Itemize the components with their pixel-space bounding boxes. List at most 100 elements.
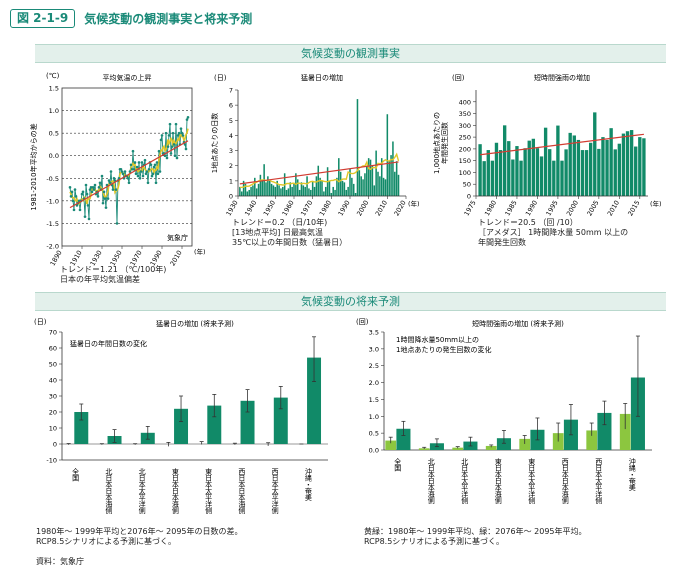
data-bar [377,171,379,196]
data-point [153,163,157,167]
data-point [141,174,145,178]
data-bar [593,112,597,196]
data-point [126,176,130,180]
data-point [181,134,185,137]
data-bar [250,186,252,196]
data-bar [323,191,325,196]
data-bar [597,412,612,450]
y-tick-label: -2.0 [46,243,59,251]
data-bar [307,357,322,444]
x-tick-label: 1975 [463,199,478,217]
heavy-rain-projection-chart: (回) 短時間強雨の増加 (将来予測) 0.0 0.5 1.0 1.5 2.0 2.5 3.0 3… [356,318,652,504]
data-point [111,188,115,191]
x-tick-label: 2020 [393,199,408,217]
data-point [131,149,135,153]
data-bar [298,189,301,196]
data-point [184,147,188,151]
data-point [96,195,100,198]
data-bar [382,177,385,196]
x-tick-label: 1940 [243,199,258,217]
y-tick-label: 4 [229,132,233,140]
data-point [183,143,187,146]
hotdays-stations-note: [13地点平均] 日最高気温 [232,228,323,237]
data-bar [310,189,312,196]
figure-number-badge: 図 2-1-9 [10,8,76,28]
y-tick-label: 50 [49,361,57,369]
data-bar [276,180,278,196]
data-bar [302,185,305,196]
data-bar [523,148,527,196]
data-point [163,154,167,158]
temp-trend-note: トレンド＝1.21 （℃/100年) [60,265,167,274]
data-bar [240,400,255,444]
data-point [147,167,151,171]
data-bar [273,397,288,444]
trend-line [69,140,189,209]
x-tick-label: 1950 [262,199,277,217]
trend-line [239,161,399,185]
data-bar [354,192,357,196]
data-point [136,174,140,178]
rain-desc1-note: ［アメダス］ 1時間降水量 50mm 以上の [478,228,629,237]
data-bar [343,182,346,196]
data-point [174,122,178,126]
data-bar [280,188,282,196]
y-tick-label: 400 [459,98,471,106]
data-bar [364,173,366,196]
y-tick-label: 0.0 [49,152,59,160]
y-tick-label: 10 [49,425,57,433]
data-bar [380,158,383,196]
data-bar [564,149,568,196]
x-tick-label: 2000 [355,199,370,217]
data-bar [242,180,245,196]
y-tick-label: 100 [459,169,471,177]
y-tick-label: -10 [46,457,57,465]
data-bar [330,192,333,196]
data-point [154,181,158,185]
data-bar [268,180,271,196]
data-point [130,167,134,171]
data-point [143,158,147,162]
data-bar [261,180,264,196]
data-point [151,172,155,176]
data-bar [174,408,189,444]
data-bar [308,188,310,196]
y-tick-label: 1.5 [49,85,59,93]
data-bar [619,413,631,450]
category-label: 北日本太平洋側 [138,468,146,514]
data-bar [617,143,622,196]
data-bar [390,155,392,196]
y-tick-label: 0 [229,193,233,201]
data-bar [605,139,609,196]
data-point [107,179,111,182]
data-point [137,161,141,164]
data-point [123,170,127,173]
data-point [171,131,175,135]
data-point [128,170,132,173]
data-point [140,161,144,164]
data-point [157,149,161,153]
data-point [175,156,179,160]
chart-legend: 1地点あたりの発生回数の変化 [396,345,491,354]
data-bar [580,150,585,196]
data-bar [240,191,243,196]
data-bar [319,177,321,196]
y-tick-label: 5 [229,117,233,125]
data-bar [351,177,353,196]
data-point [179,127,183,130]
chart-title: 平均気温の上昇 [103,73,152,82]
data-point [135,165,139,169]
data-bar [556,125,560,196]
data-point [170,145,174,148]
y-tick-label: 2.5 [369,362,379,370]
data-point [109,170,113,173]
y-tick-label: 0 [467,193,471,201]
data-bar [246,191,249,196]
data-point [166,145,170,148]
data-point [103,197,107,200]
data-bar [572,135,576,196]
data-bar [341,180,344,196]
data-point [97,186,101,189]
data-point [180,131,184,135]
data-bar [478,144,482,196]
